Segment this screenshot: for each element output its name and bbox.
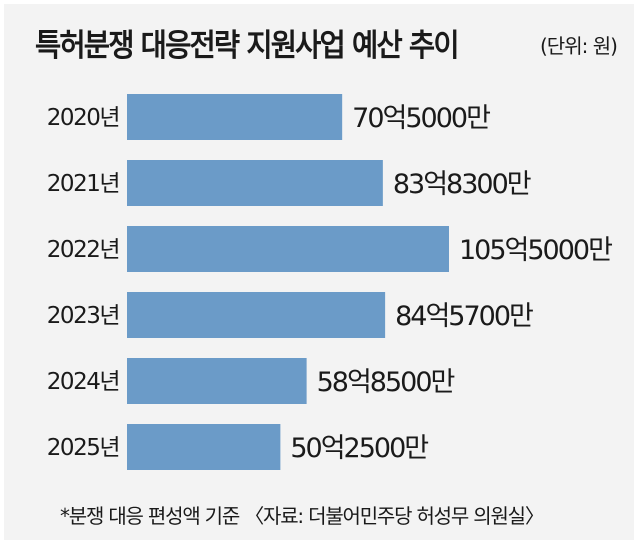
bar-2022년	[127, 226, 449, 272]
bar-2025년	[127, 424, 281, 470]
chart-title: 특허분쟁 대응전략 지원사업 예산 추이	[35, 28, 460, 64]
source-note: *분쟁 대응 편성액 기준 〈자료: 더불어민주당 허성무 의원실〉	[60, 504, 545, 528]
value-label: 58억8500만	[317, 367, 455, 398]
bar-2023년	[127, 292, 386, 338]
category-label: 2022년	[47, 237, 119, 263]
unit-label: (단위: 원)	[540, 34, 618, 58]
category-label: 2024년	[47, 369, 119, 395]
bar-2021년	[127, 160, 383, 206]
chart-title-block: 특허분쟁 대응전략 지원사업 예산 추이 (단위: 원)	[35, 20, 618, 65]
value-label: 105억5000만	[459, 235, 612, 266]
bar-2020년	[127, 94, 343, 140]
category-label: 2020년	[47, 105, 119, 131]
value-label: 84억5700만	[395, 301, 533, 332]
category-label: 2021년	[47, 171, 119, 197]
value-label: 70억5000만	[352, 103, 490, 134]
value-label: 50억2500만	[290, 433, 428, 464]
category-label: 2023년	[47, 303, 119, 329]
category-label: 2025년	[47, 435, 119, 461]
bar-2024년	[127, 358, 307, 404]
value-label: 83억8300만	[393, 169, 531, 200]
